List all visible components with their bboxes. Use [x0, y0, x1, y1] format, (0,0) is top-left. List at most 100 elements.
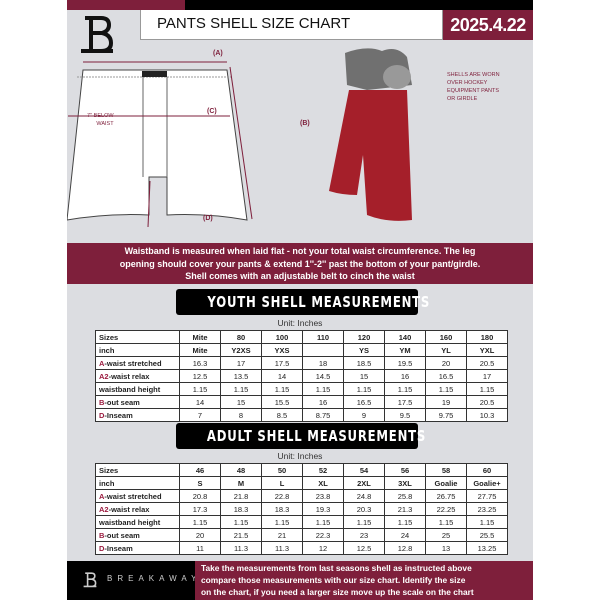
row-label: A-waist stretched	[95, 356, 180, 370]
table-cell: 1.15	[220, 382, 262, 396]
table-cell: 1.15	[220, 515, 262, 529]
table-cell: 11.3	[261, 541, 303, 555]
note-line: EQUIPMENT PANTS	[447, 88, 500, 94]
table-cell: 12.8	[384, 541, 426, 555]
note-line: SHELLS ARE WORN	[447, 72, 500, 78]
table-cell: 8.5	[261, 408, 303, 422]
measure-letter: A2	[99, 371, 109, 381]
footer-brand: BREAKAWAY	[67, 561, 197, 600]
table-row: D-Inseam 11 11.3 11.3 12 12.5 12.8 13 13.25	[95, 541, 508, 555]
table-cell: 8	[220, 408, 262, 422]
page-title: PANTS SHELL SIZE CHART	[140, 10, 443, 40]
table-cell: 17	[220, 356, 262, 370]
table-cell: 2XL	[343, 476, 385, 490]
label-b: (B)	[300, 120, 310, 127]
table-cell: 23	[343, 528, 385, 542]
footer-line: Take the measurements from last seasons …	[201, 563, 472, 573]
below-waist-note: 7'' BELOW WAIST	[87, 112, 114, 128]
table-cell	[302, 343, 344, 357]
banner-line: opening should cover your pants & extend…	[119, 258, 481, 269]
row-label-text: -Inseam	[104, 410, 133, 420]
table-cell: 20.3	[343, 502, 385, 516]
table-cell: 15.5	[261, 395, 303, 409]
pants-diagram: (A) (C) (B) (D) 7'' BELOW WAIST SHELLS A…	[66, 45, 533, 237]
table-cell: 1.15	[302, 515, 344, 529]
table-cell: 19	[425, 395, 467, 409]
label-c: (C)	[207, 108, 217, 115]
table-cell: 21.8	[220, 489, 262, 503]
table-cell: 1.15	[425, 515, 467, 529]
table-cell: 1.15	[343, 382, 385, 396]
table-cell: 1.15	[425, 382, 467, 396]
table-cell: YS	[343, 343, 385, 357]
label-a: (A)	[213, 50, 223, 57]
table-cell: 24	[384, 528, 426, 542]
table-cell: 19.5	[384, 356, 426, 370]
row-label: B-out seam	[95, 528, 180, 542]
table-cell: 1.15	[384, 515, 426, 529]
table-cell: 58	[425, 463, 467, 477]
table-cell: 17.5	[384, 395, 426, 409]
banner-line: Waistband is measured when laid flat - n…	[124, 246, 476, 256]
adult-size-table: Sizes 46 48 50 52 54 56 58 60 inch S M L XL 2XL 3XL Goal…	[95, 463, 508, 555]
table-cell: 12.5	[179, 369, 221, 383]
table-cell: 1.15	[261, 515, 303, 529]
top-bar-accent	[67, 0, 185, 10]
note-line: 7'' BELOW	[87, 113, 114, 119]
table-cell: 18.3	[220, 502, 262, 516]
table-row: A-waist stretched 16.3 17 17.5 18 18.5 19.5 20 2…	[95, 356, 508, 370]
table-row: D-Inseam 7 8 8.5 8.75 9 9.5 9.75 10.3	[95, 408, 508, 422]
size-chart-page: PANTS SHELL SIZE CHART 2025.4.22 (A) (C)…	[66, 0, 533, 600]
table-cell: 25.5	[466, 528, 508, 542]
table-cell: 20.5	[466, 356, 508, 370]
youth-heading: YOUTH SHELL MEASUREMENTS	[176, 289, 429, 315]
table-row: A2-waist relax 17.3 18.3 18.3 19.3 20.3 21.3 22…	[95, 502, 508, 516]
row-label: waistband height	[95, 382, 180, 396]
table-row: inch Mite Y2XS YXS YS YM YL YXL	[95, 343, 508, 357]
table-cell: 22.8	[261, 489, 303, 503]
row-label-text: inch	[99, 478, 115, 488]
row-label-text: -waist relax	[108, 371, 150, 381]
table-row: inch S M L XL 2XL 3XL Goalie Goalie+	[95, 476, 508, 490]
table-row: A-waist stretched 20.8 21.8 22.8 23.8 24.8 25.…	[95, 489, 508, 503]
measure-letter: A2	[99, 504, 109, 514]
table-cell: 12	[302, 541, 344, 555]
row-label: D-Inseam	[95, 541, 180, 555]
adult-unit: Unit: Inches	[277, 451, 323, 461]
table-cell: 12.5	[343, 541, 385, 555]
row-label-text: -waist stretched	[104, 491, 162, 501]
table-cell: 1.15	[466, 515, 508, 529]
table-cell: 1.15	[466, 382, 508, 396]
footer-line: compare those measurements with our size…	[201, 575, 466, 585]
row-label-text: waistband height	[99, 384, 161, 394]
table-cell: 80	[220, 330, 262, 344]
table-cell: 56	[384, 463, 426, 477]
row-label-text: Sizes	[99, 465, 119, 475]
table-cell: 8.75	[302, 408, 344, 422]
table-cell: 16.5	[425, 369, 467, 383]
table-cell: 46	[179, 463, 221, 477]
table-cell: 15	[343, 369, 385, 383]
footer-instructions: Take the measurements from last seasons …	[195, 561, 533, 600]
table-cell: Mite	[179, 330, 221, 344]
note-line: OVER HOCKEY	[447, 80, 488, 86]
table-cell: YM	[384, 343, 426, 357]
table-cell: 16.3	[179, 356, 221, 370]
row-label-text: -waist relax	[108, 504, 150, 514]
table-cell: 9.75	[425, 408, 467, 422]
table-cell: 18	[302, 356, 344, 370]
table-cell: 22.25	[425, 502, 467, 516]
table-cell: M	[220, 476, 262, 490]
table-cell: 13.5	[220, 369, 262, 383]
adult-heading-text: ADULT SHELL MEASUREMENTS	[206, 427, 427, 445]
row-label: waistband height	[95, 515, 180, 529]
table-cell: 16.5	[343, 395, 385, 409]
youth-size-table: Sizes Mite 80 100 110 120 140 160 180 inch Mite Y2X…	[95, 330, 508, 422]
table-cell: 16	[302, 395, 344, 409]
table-cell: 14.5	[302, 369, 344, 383]
table-cell: 19.3	[302, 502, 344, 516]
row-label-text: inch	[99, 345, 115, 355]
table-cell: YL	[425, 343, 467, 357]
table-cell: 21.5	[220, 528, 262, 542]
table-cell: Goalie+	[466, 476, 508, 490]
